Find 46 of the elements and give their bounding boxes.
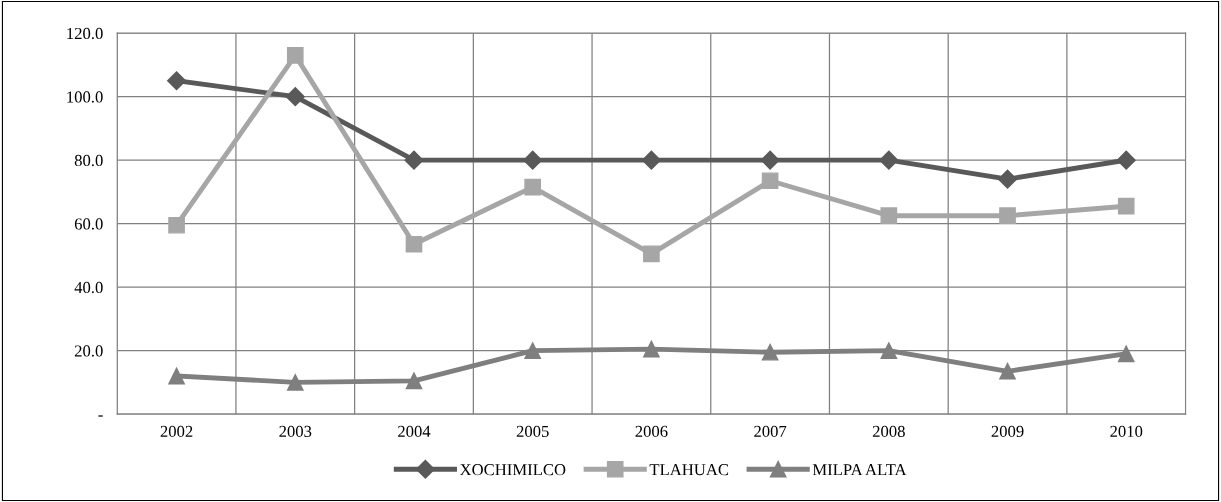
y-tick-label: 80.0	[74, 154, 103, 167]
point	[880, 342, 898, 359]
point	[1117, 197, 1135, 215]
point	[643, 340, 660, 358]
point	[405, 235, 423, 253]
y-tick-label: 20.0	[74, 345, 103, 357]
point	[285, 87, 305, 107]
point	[524, 178, 542, 196]
point	[880, 207, 898, 225]
y-tick-label: 40.0	[74, 281, 103, 294]
point	[999, 362, 1016, 380]
point	[761, 343, 779, 361]
point	[641, 150, 661, 170]
y-tick-label: 120.0	[67, 27, 103, 40]
point	[997, 169, 1018, 189]
x-tick-label: 2002	[160, 425, 193, 437]
x-tick-label: 2007	[754, 425, 787, 437]
x-tick-label: 2009	[991, 425, 1024, 437]
point	[1117, 345, 1135, 363]
x-tick-label: 2008	[872, 425, 905, 437]
point	[761, 172, 779, 190]
point	[760, 150, 780, 170]
y-tick-label: 60.0	[74, 218, 103, 230]
x-tick-label: 2004	[398, 425, 431, 437]
x-tick-label: 2006	[635, 425, 668, 437]
x-tick-label: 2010	[1110, 425, 1143, 437]
point	[523, 150, 543, 170]
point	[286, 374, 304, 391]
point	[167, 71, 187, 91]
point	[405, 372, 423, 390]
x-tick-label: 2005	[516, 425, 549, 437]
point	[999, 207, 1016, 225]
y-tick-label: -	[98, 415, 103, 417]
point	[168, 216, 185, 234]
legend-label: XOCHIMILCO	[459, 464, 566, 476]
point	[168, 367, 185, 385]
point	[524, 342, 542, 359]
legend-label: TLAHUAC	[649, 464, 729, 476]
point	[879, 150, 899, 170]
x-tick-label: 2003	[279, 425, 312, 437]
point	[286, 47, 304, 64]
point	[643, 245, 660, 263]
y-tick-label: 100.0	[67, 91, 103, 103]
legend-label: MILPA ALTA	[812, 464, 907, 476]
point	[1116, 150, 1136, 170]
point	[404, 150, 424, 170]
